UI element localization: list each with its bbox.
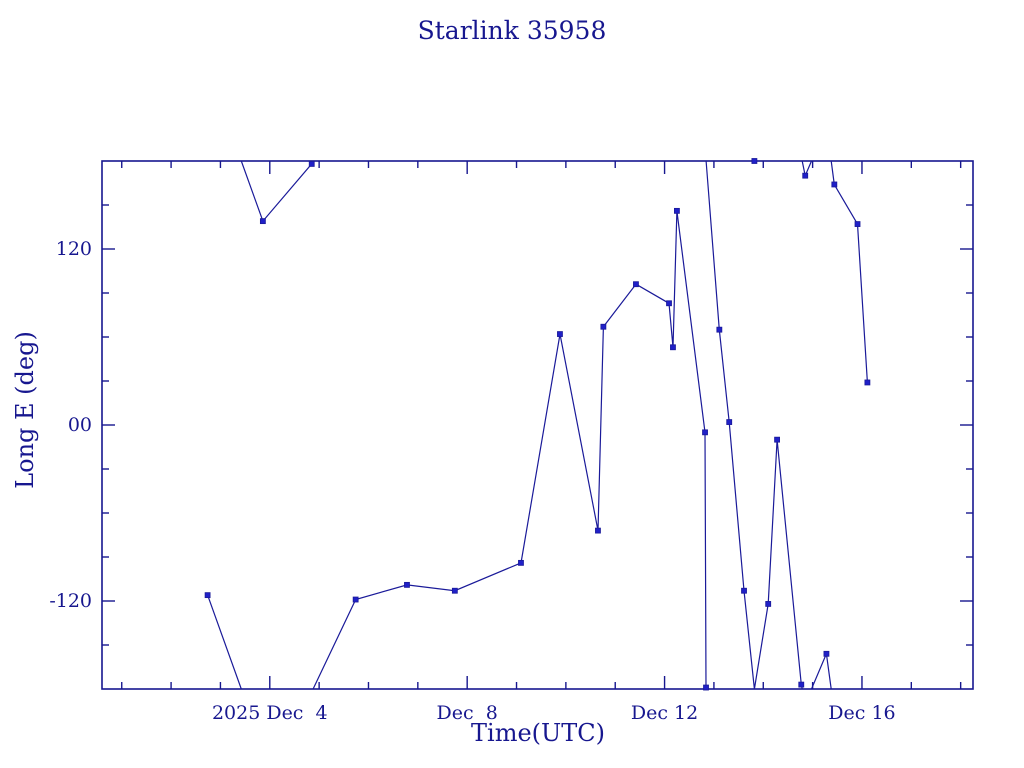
data-point-marker [259,218,266,225]
data-point-marker [595,527,601,534]
data-point-marker [823,650,830,657]
svg-text:Dec 12: Dec 12 [631,702,698,724]
plot-frame-group [101,160,974,690]
data-point-marker [666,300,672,307]
svg-text:00: 00 [68,414,92,436]
data-point-marker [702,429,708,436]
data-point-marker [726,419,733,425]
data-point-marker [352,596,359,603]
data-point-marker [741,587,747,594]
data-point-marker [703,684,709,691]
data-point-marker [633,281,639,288]
data-point-marker [600,323,607,330]
svg-text:Dec 16: Dec 16 [828,702,895,724]
data-point-marker [831,181,838,188]
data-point-marker [674,207,680,214]
x-axis-label: Time(UTC) [471,719,605,747]
data-point-marker [518,559,524,566]
data-point-marker [802,172,809,179]
data-point-marker [557,331,563,337]
svg-text:Dec 8: Dec 8 [437,702,498,724]
data-point-marker [774,436,780,443]
data-point-marker [751,158,758,164]
data-point-marker [404,581,410,588]
tick-group [102,161,973,689]
svg-text:120: 120 [56,238,92,260]
data-point-marker [670,344,676,351]
tick-label-group: 2025 Dec 4 Dec 8 Dec 12 Dec 16 120 00 -120 [49,238,895,724]
data-marker-group [204,158,871,691]
data-point-marker [308,161,315,167]
data-point-marker [765,601,772,607]
data-point-marker [204,592,211,599]
data-point-marker [716,326,723,333]
svg-text:-120: -120 [49,590,92,612]
data-point-marker [864,379,871,386]
svg-text:2025 Dec 4: 2025 Dec 4 [212,702,328,724]
data-point-marker [451,587,458,594]
data-point-marker [854,221,861,227]
y-axis-label: Long E (deg) [11,331,39,489]
data-point-marker [798,681,805,688]
data-line-group [207,160,868,690]
chart-title: Starlink 35958 [418,16,607,45]
